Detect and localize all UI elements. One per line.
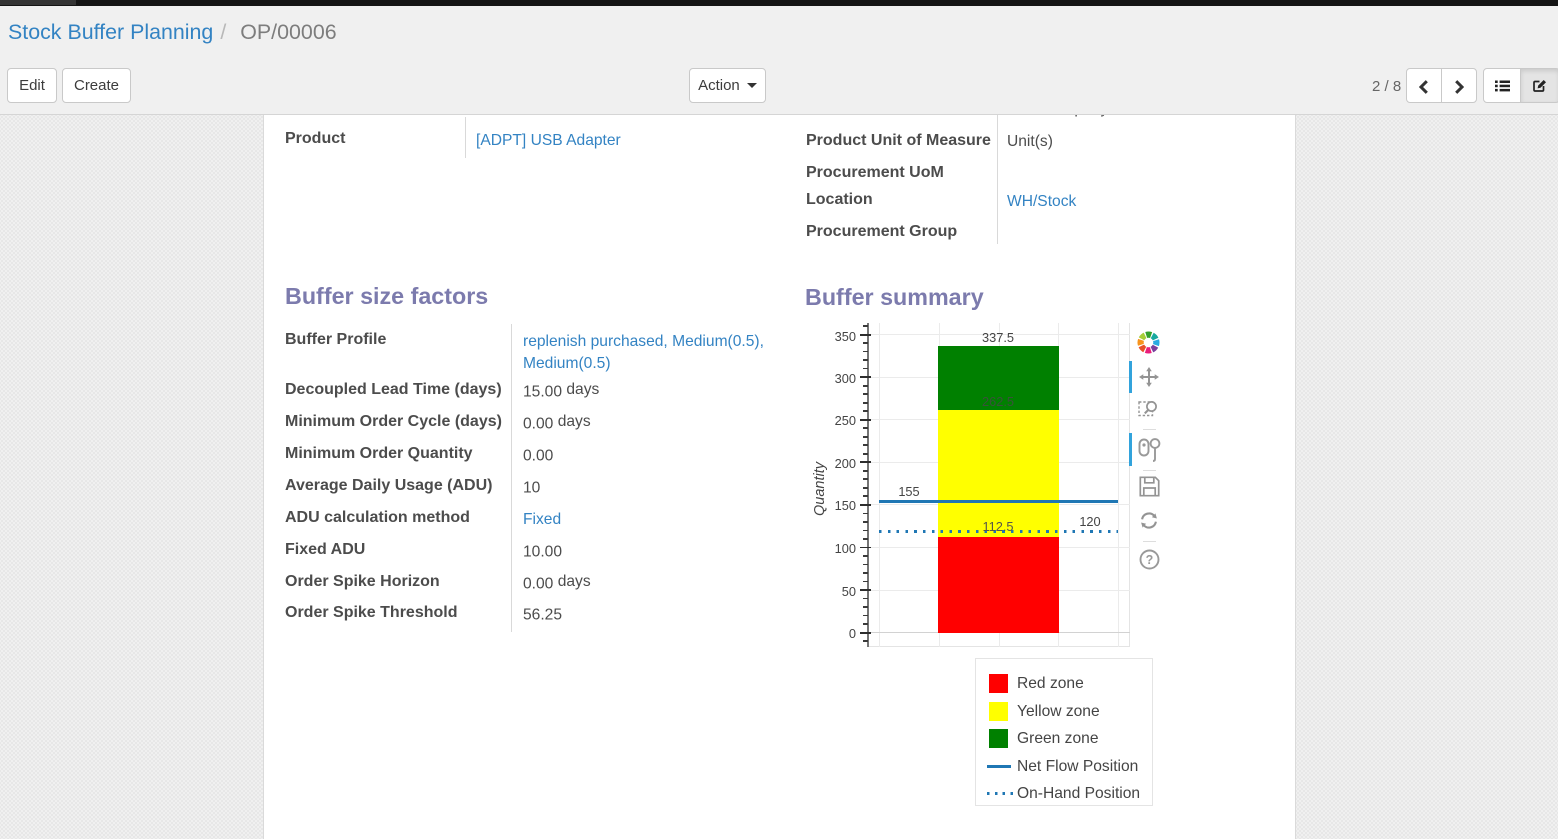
svg-text:?: ? — [1146, 553, 1154, 567]
